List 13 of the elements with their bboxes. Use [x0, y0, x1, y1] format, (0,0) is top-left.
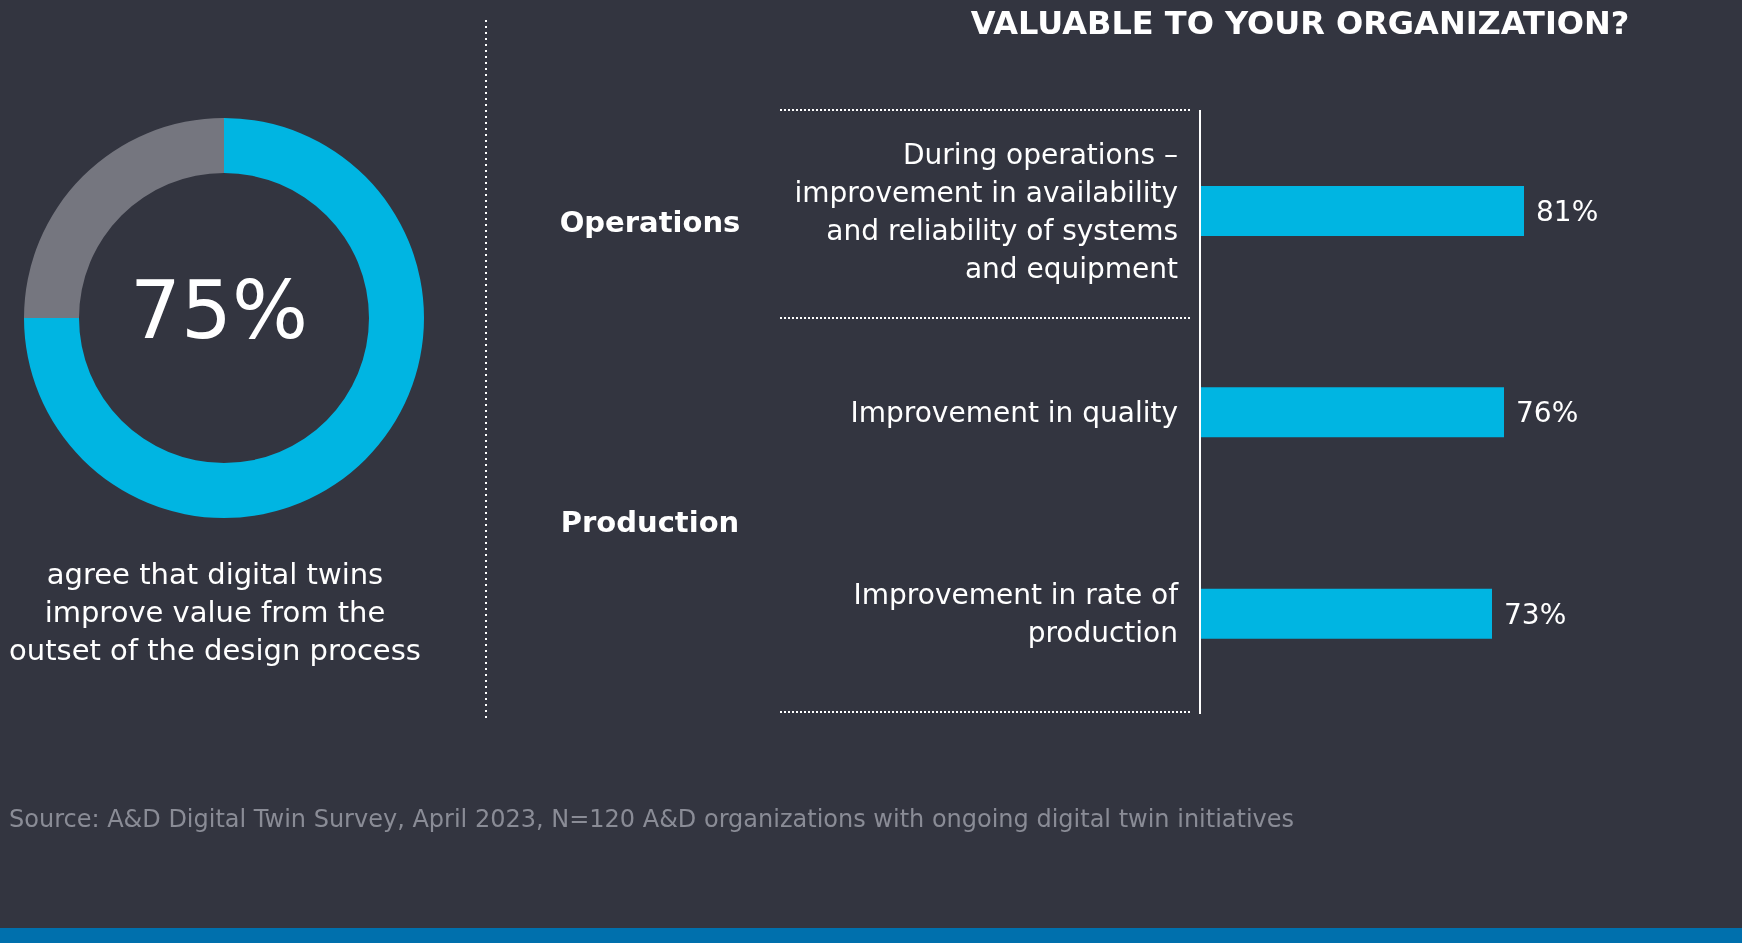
text: Operations — [558, 205, 742, 239]
donut-slice — [24, 118, 424, 518]
chart-title: VALUABLE TO YOUR ORGANIZATION? — [969, 4, 1631, 42]
y-tick-label: Improvement in rate of production — [853, 578, 1180, 650]
data-label: 81% — [1536, 194, 1599, 228]
y-tick-label: During operations – improvement in availability and reliability of systems and equipment — [794, 137, 1179, 285]
y-tick-label: Improvement in quality — [850, 396, 1178, 429]
data-label: 76% — [1516, 396, 1579, 430]
source-note: Source: A&D Digital Twin Survey, April 2023, N=120 A&D organizations with ongoing digital twin initiatives — [9, 805, 1296, 833]
text: Production — [559, 505, 741, 539]
data-label: 73% — [1504, 597, 1567, 631]
text: 75% — [130, 264, 308, 357]
text: agree that digital twins improve value from the outset of the design process — [8, 556, 422, 669]
